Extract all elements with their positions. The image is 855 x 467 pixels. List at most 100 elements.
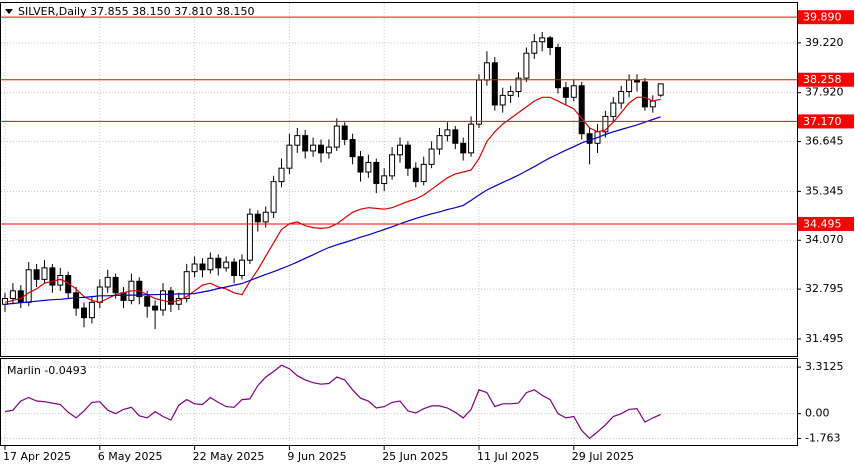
candle-body <box>199 263 206 271</box>
candle-body <box>318 144 324 154</box>
indicator-title: Marlin -0.0493 <box>7 364 87 377</box>
x-tick-label: 6 May 2025 <box>98 450 163 463</box>
menu-arrow <box>5 9 13 14</box>
candle-body <box>239 259 245 277</box>
x-tick-label: 22 May 2025 <box>193 450 265 463</box>
candle-body <box>476 79 482 125</box>
candle-body <box>468 123 475 154</box>
candle-body <box>404 144 411 169</box>
candle-body <box>191 263 198 273</box>
candle-body <box>81 307 87 319</box>
candle-body <box>278 167 285 183</box>
candle-body <box>333 125 340 148</box>
level-label-box <box>798 114 854 129</box>
indicator-panel-frame <box>0 358 798 446</box>
candle-body <box>294 135 301 146</box>
candle-body <box>649 100 656 108</box>
line <box>4 116 661 305</box>
candle-body <box>602 115 609 133</box>
candle-body <box>357 156 364 173</box>
candle-body <box>547 37 554 48</box>
level-label: 34.495 <box>803 217 842 230</box>
level-label-box <box>798 216 854 231</box>
candle-body <box>397 144 403 156</box>
level-label: 38.258 <box>803 73 842 86</box>
y-tick-label: 34.070 <box>805 233 844 246</box>
candle-body <box>634 79 640 83</box>
candle-body <box>302 135 309 152</box>
level-label: 37.170 <box>803 115 842 128</box>
candle-body <box>231 261 238 277</box>
candle-body <box>483 62 490 81</box>
candle-body <box>254 213 261 223</box>
candle-body <box>657 83 664 96</box>
y-tick-label: 32.795 <box>805 282 844 295</box>
level-label-box <box>798 10 854 25</box>
candle-body <box>207 257 214 271</box>
candle-body <box>452 129 459 144</box>
candle-body <box>436 135 443 150</box>
candle-body <box>96 286 103 303</box>
chart-title: SILVER,Daily 37.855 38.150 37.810 38.150 <box>18 5 255 18</box>
x-tick-label: 11 Jul 2025 <box>477 450 539 463</box>
candle-body <box>223 261 230 269</box>
candle-body <box>618 91 625 104</box>
candle-body <box>73 292 80 309</box>
candle-body <box>65 275 72 294</box>
candle-body <box>555 46 561 89</box>
candle-body <box>152 305 159 311</box>
candle-body <box>9 290 16 300</box>
candle-body <box>523 52 530 79</box>
candle-body <box>88 301 95 319</box>
y-tick-label: 35.345 <box>805 184 844 197</box>
candle-body <box>491 62 498 106</box>
candle-body <box>365 161 372 173</box>
candle-body <box>25 269 32 303</box>
candle-body <box>444 129 451 137</box>
candle-body <box>167 290 174 305</box>
candle-body <box>144 296 151 307</box>
x-tick-label: 17 Apr 2025 <box>3 450 71 463</box>
candle-body <box>412 167 419 183</box>
candle-body <box>262 211 269 223</box>
candle-body <box>310 144 317 152</box>
candle-body <box>104 276 111 288</box>
x-tick-label: 9 Jun 2025 <box>287 450 346 463</box>
candle-body <box>325 146 332 154</box>
candle-body <box>570 85 577 98</box>
candle-body <box>562 87 569 98</box>
candle-body <box>610 102 617 117</box>
y-tick-label: 31.495 <box>805 332 844 345</box>
candle-body <box>136 280 143 298</box>
candle-body <box>349 138 356 158</box>
candle-body <box>499 94 506 106</box>
candle-body <box>270 181 277 213</box>
y-tick-label: 37.920 <box>805 86 844 99</box>
candle-body <box>428 148 435 165</box>
candle-body <box>246 213 253 261</box>
y-tick-label: 0.00 <box>805 407 830 420</box>
x-tick-label: 25 Jun 2025 <box>382 450 448 463</box>
y-tick-label: 3.3125 <box>805 360 844 373</box>
candle-body <box>507 91 514 96</box>
candle-body <box>641 81 648 108</box>
candle-body <box>460 142 467 154</box>
main-panel-frame <box>0 2 798 357</box>
candle-body <box>183 271 190 300</box>
level-label: 39.890 <box>803 11 842 24</box>
y-tick-label: 36.645 <box>805 135 844 148</box>
candle-body <box>286 144 293 169</box>
candle-body <box>215 257 222 269</box>
x-tick-label: 29 Jul 2025 <box>572 450 634 463</box>
candle-body <box>112 276 119 294</box>
candle-body <box>41 267 48 280</box>
candle-body <box>578 85 585 135</box>
candle-body <box>586 133 593 144</box>
candle-body <box>515 77 522 93</box>
y-tick-label: 39.220 <box>805 36 844 49</box>
candle-body <box>341 125 348 140</box>
candle-body <box>539 37 546 43</box>
candle-body <box>381 175 388 185</box>
